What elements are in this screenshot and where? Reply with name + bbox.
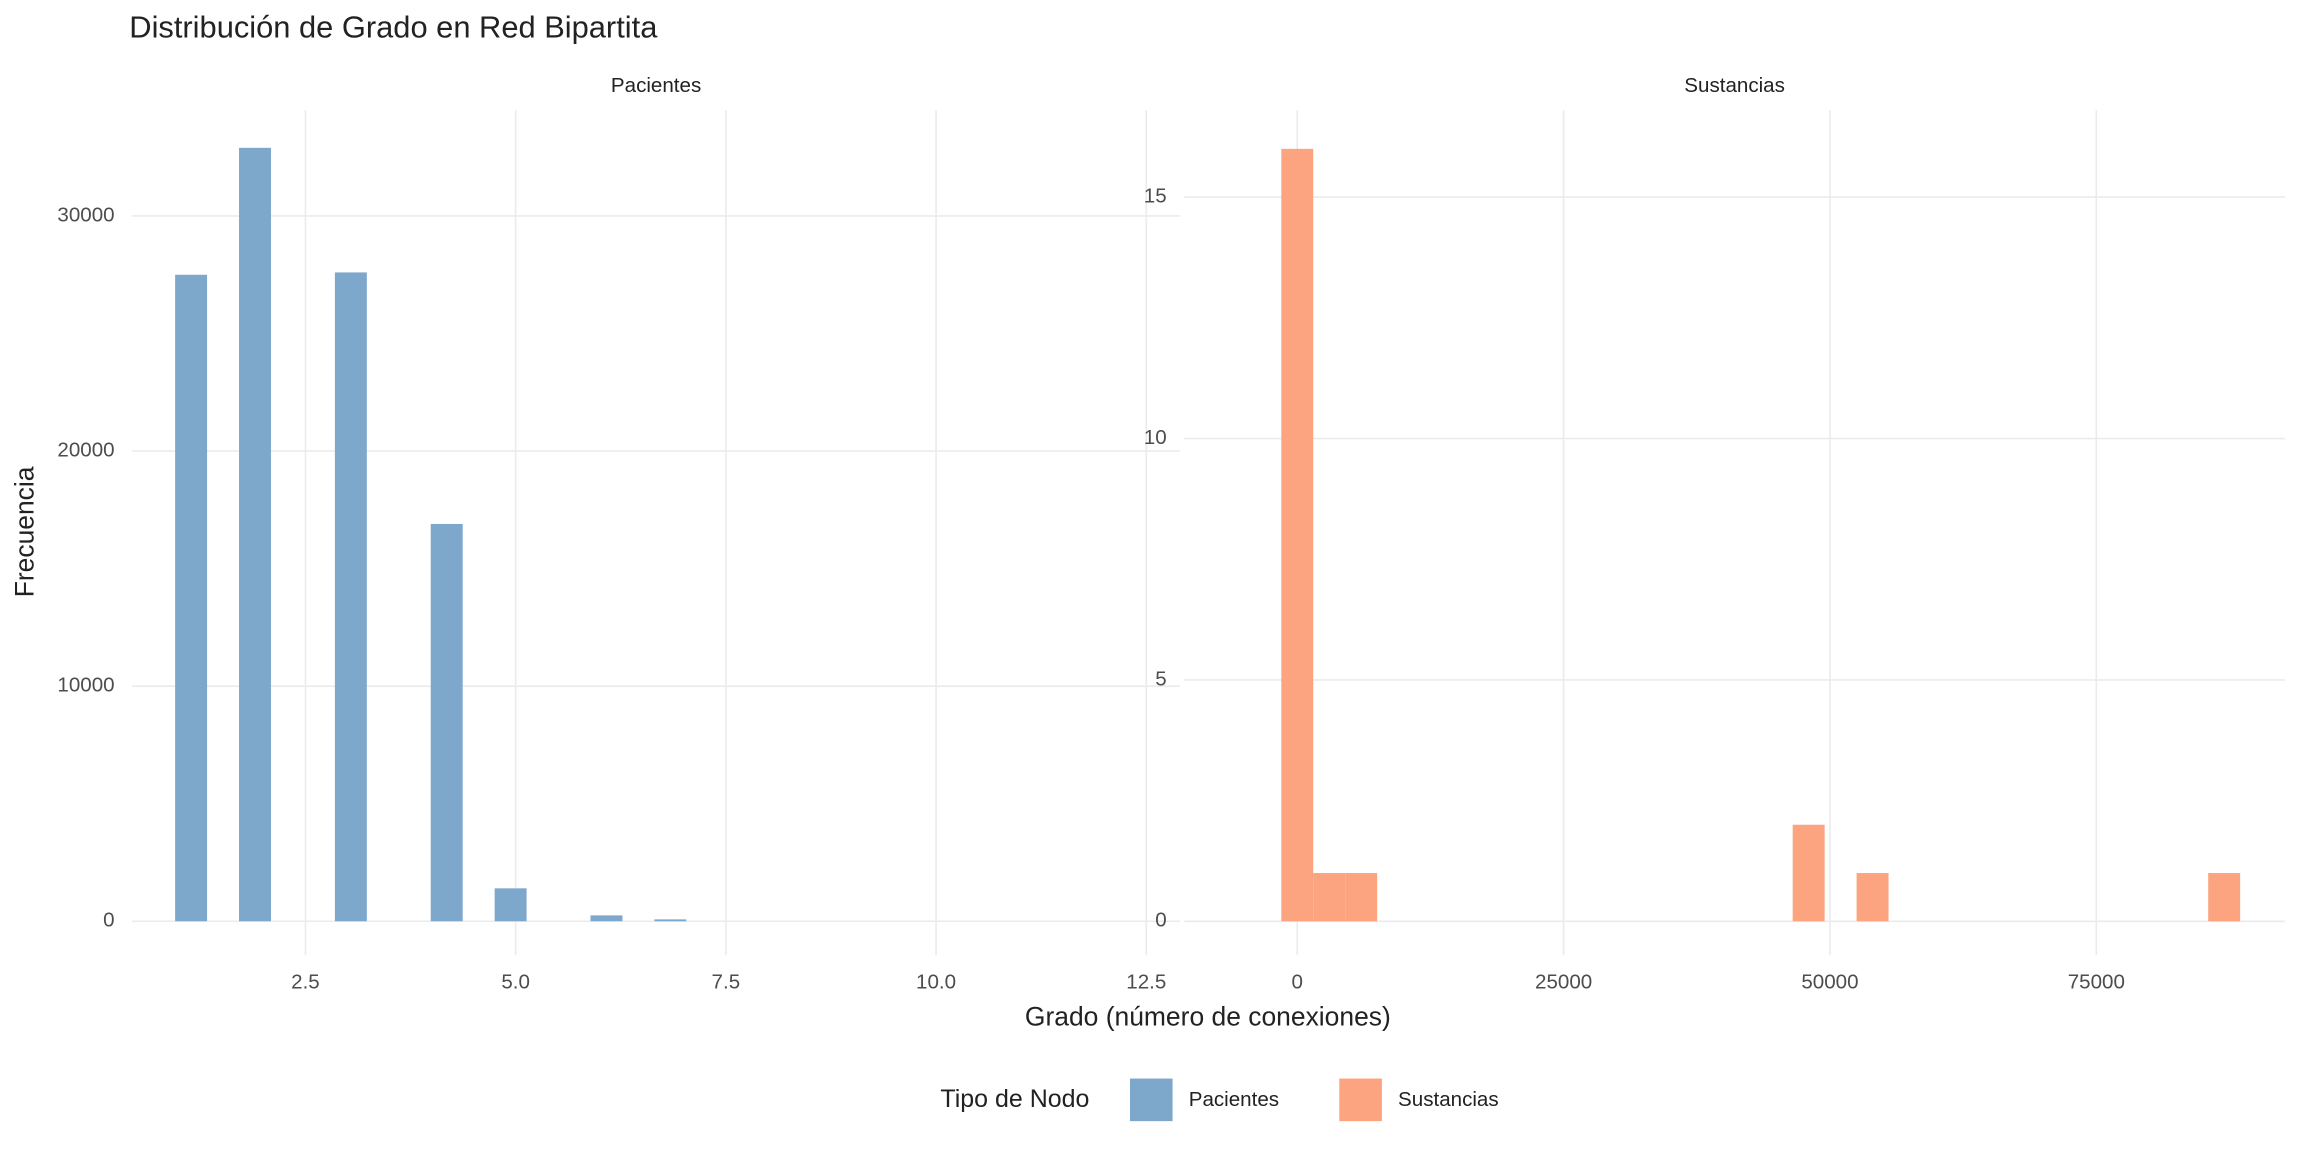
x-tick-label: 0 bbox=[1292, 970, 1303, 993]
x-tick-label: 5.0 bbox=[501, 970, 530, 993]
y-tick-label: 15 bbox=[1144, 185, 1167, 208]
legend-key bbox=[1339, 1078, 1382, 1122]
y-tick-label: 30000 bbox=[57, 203, 114, 226]
legend-key bbox=[1129, 1078, 1173, 1122]
histogram-bar bbox=[1792, 824, 1825, 922]
facet-label: Sustancias bbox=[1684, 74, 1785, 97]
legend-title: Tipo de Nodo bbox=[940, 1085, 1089, 1113]
histogram-bar bbox=[1313, 873, 1346, 922]
legend-label: Pacientes bbox=[1189, 1088, 1279, 1111]
x-tick-label: 25000 bbox=[1535, 970, 1592, 993]
histogram-bar bbox=[1281, 148, 1314, 922]
histogram-bar bbox=[334, 272, 367, 922]
x-tick-label: 75000 bbox=[2068, 970, 2125, 993]
facet-label: Pacientes bbox=[611, 74, 701, 97]
chart-title: Distribución de Grado en Red Bipartita bbox=[129, 10, 658, 45]
x-tick-label: 50000 bbox=[1801, 970, 1858, 993]
x-tick-label: 10.0 bbox=[916, 970, 956, 993]
y-tick-label: 10000 bbox=[57, 674, 114, 697]
y-tick-label: 10 bbox=[1144, 426, 1167, 449]
histogram-bar bbox=[239, 147, 271, 922]
histogram-bar bbox=[1856, 873, 1889, 922]
y-tick-label: 20000 bbox=[57, 439, 114, 462]
y-tick-label: 5 bbox=[1155, 667, 1166, 690]
x-tick-label: 7.5 bbox=[712, 970, 741, 993]
legend-label: Sustancias bbox=[1398, 1088, 1499, 1111]
x-tick-label: 12.5 bbox=[1126, 970, 1166, 993]
histogram-bar bbox=[590, 915, 623, 922]
histogram-bar bbox=[494, 888, 527, 922]
histogram-bar bbox=[2208, 873, 2241, 922]
y-tick-label: 0 bbox=[1155, 909, 1166, 932]
x-tick-label: 2.5 bbox=[291, 970, 320, 993]
y-axis-label: Frecuencia bbox=[9, 466, 39, 597]
x-axis-label: Grado (número de conexiones) bbox=[1025, 1001, 1391, 1031]
histogram-bar bbox=[175, 274, 208, 922]
histogram-bar bbox=[654, 919, 687, 922]
y-tick-label: 0 bbox=[103, 909, 114, 932]
histogram-bar bbox=[430, 523, 463, 922]
histogram-bar bbox=[1345, 873, 1378, 922]
